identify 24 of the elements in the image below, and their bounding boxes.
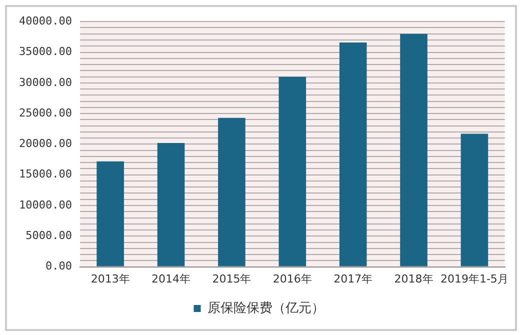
y-tick-label: 40000.00 <box>18 14 72 28</box>
y-tick-label: 30000.00 <box>18 76 72 89</box>
y-tick-label: 0.00 <box>45 260 72 273</box>
x-tick-label: 2015年 <box>212 272 252 286</box>
y-tick-label: 15000.00 <box>18 168 72 181</box>
x-tick-label: 2016年 <box>272 272 312 286</box>
bar <box>400 34 428 266</box>
x-tick-label: 2018年 <box>394 272 434 286</box>
bar <box>96 161 124 266</box>
bar <box>157 142 185 266</box>
bar <box>339 42 367 266</box>
bar <box>460 134 488 266</box>
x-tick-label: 2017年 <box>334 272 373 286</box>
bar <box>278 76 306 266</box>
y-tick-label: 35000.00 <box>18 45 72 58</box>
bar <box>218 118 246 266</box>
y-tick-label: 5000.00 <box>26 229 72 242</box>
x-tick-label: 2019年1-5月 <box>440 272 508 286</box>
y-tick-label: 25000.00 <box>18 106 72 120</box>
x-tick-label: 2014年 <box>152 272 191 286</box>
x-tick-label: 2013年 <box>90 272 130 286</box>
y-tick-label: 20000.00 <box>18 137 72 150</box>
legend-label: 原保险保费（亿元） <box>207 300 324 316</box>
y-tick-label: 10000.00 <box>18 198 72 212</box>
